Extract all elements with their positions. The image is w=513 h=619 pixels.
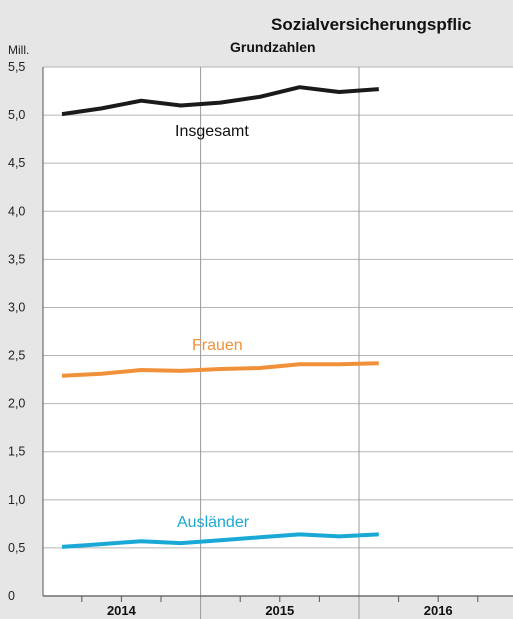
y-tick-label: 2,5 — [8, 349, 25, 363]
plot-area — [43, 67, 513, 596]
y-tick-label: 5,0 — [8, 108, 25, 122]
x-year-label: 2015 — [265, 603, 294, 618]
y-tick-label: 2,0 — [8, 397, 25, 411]
y-tick-label: 5,5 — [8, 60, 25, 74]
y-tick-label: 4,5 — [8, 156, 25, 170]
series-label-2: Ausländer — [177, 514, 250, 531]
y-tick-label: 0,5 — [8, 541, 25, 555]
gridlines — [43, 66, 513, 619]
labels: 0 0,5 1,0 1,5 2,0 2,5 3,0 3,5 4,0 4,5 5,0 5,5 Insges… — [8, 60, 453, 618]
plot-background — [43, 67, 513, 596]
y-tick-label: 1,0 — [8, 493, 25, 507]
axes — [42, 67, 513, 602]
y-tick-label: 4,0 — [8, 204, 25, 218]
series-line-2 — [61, 532, 379, 549]
x-year-label: 2014 — [107, 603, 137, 618]
series-lines — [61, 85, 379, 549]
y-tick-label: 3,0 — [8, 300, 25, 314]
series-line-0 — [61, 85, 379, 117]
chart-title: Sozialversicherungspflic — [271, 15, 471, 34]
x-year-label: 2016 — [424, 603, 453, 618]
y-tick-label: 1,5 — [8, 445, 25, 459]
chart-subtitle: Grundzahlen — [230, 39, 316, 55]
y-tick-label: 0 — [8, 589, 15, 603]
y-axis-unit: Mill. — [8, 43, 29, 57]
series-line-1 — [61, 361, 379, 378]
series-label-0: Insgesamt — [175, 123, 249, 140]
series-label-1: Frauen — [192, 337, 243, 354]
y-tick-label: 3,5 — [8, 252, 25, 266]
